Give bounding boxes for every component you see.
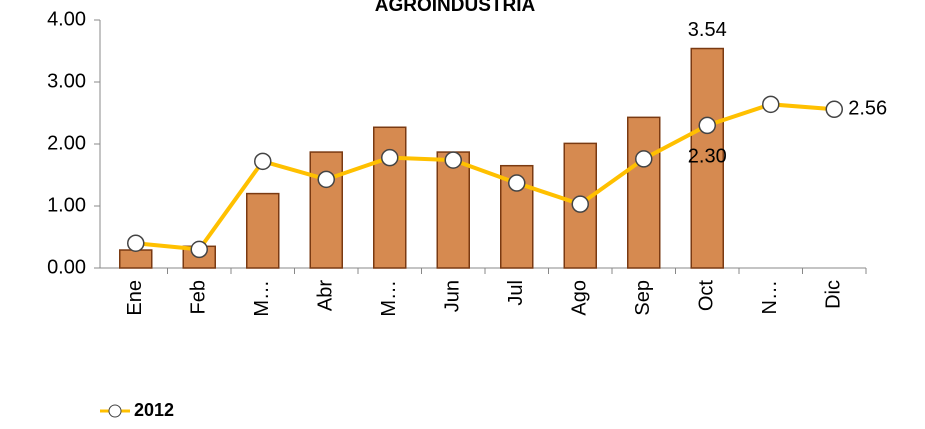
legend-marker [109,405,121,417]
x-tick-label: M… [251,280,273,317]
x-tick-label: Jun [442,280,464,312]
line [136,104,835,249]
data-label: 2.56 [848,98,887,120]
bar [247,194,279,268]
point [318,171,334,187]
y-tick-label: 3.00 [47,70,86,92]
y-tick-label: 1.00 [47,194,86,216]
point [382,150,398,166]
data-label: 2.30 [688,146,727,168]
bar [437,152,469,268]
bar [628,117,660,268]
point [699,117,715,133]
chart: AGROINDUSTRIA 0.00 1.00 2.00 3.00 4.00 Ene Feb… [0,0,925,429]
legend-label: 2012 [134,400,174,420]
bar [120,250,152,268]
point [191,241,207,257]
point [763,96,779,112]
x-tick-label: Sep [632,280,654,316]
point [509,175,525,191]
x-tick-label: N… [759,280,781,314]
point [572,196,588,212]
point [255,153,271,169]
y-tick-label: 4.00 [47,8,86,30]
x-tick-label: Dic [823,280,845,309]
x-tick-label: Ene [124,280,146,316]
point [445,152,461,168]
y-tick-label: 0.00 [47,256,86,278]
x-tick-label: M… [378,280,400,317]
x-tick-label: Ago [569,280,591,316]
point [128,235,144,251]
x-tick-label: Abr [315,280,337,311]
x-tick-label: Oct [696,280,718,312]
bar [374,127,406,268]
point [826,101,842,117]
data-label: 3.54 [688,19,727,41]
chart-title: AGROINDUSTRIA [375,0,536,16]
x-tick-label: Feb [188,280,210,314]
bar [310,152,342,268]
point [636,151,652,167]
x-tick-label: Jul [505,280,527,306]
y-tick-label: 2.00 [47,132,86,154]
